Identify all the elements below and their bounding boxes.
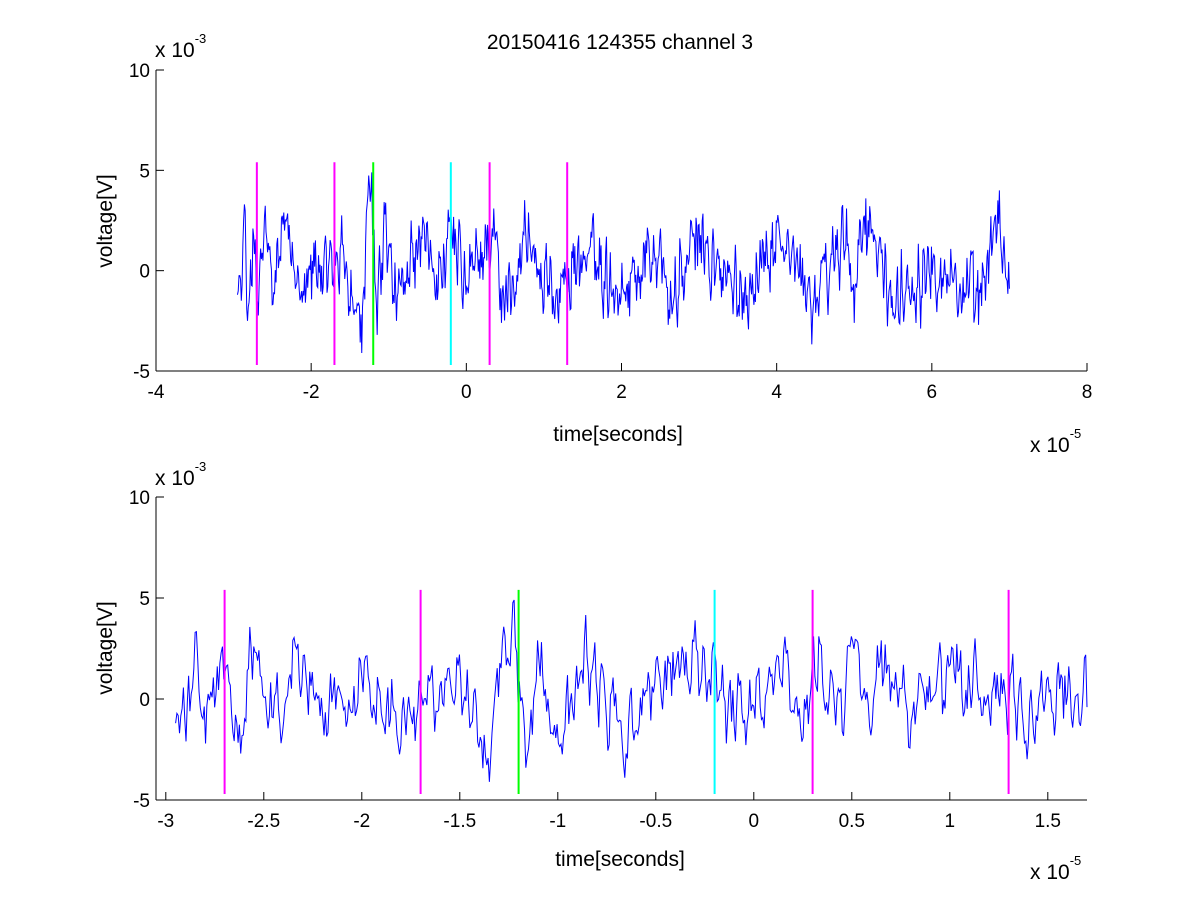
top-y-ticks: -5 0 5 10 [129,61,164,383]
top-x-tick-label: -4 [148,382,165,403]
top-y-multiplier: x 10-3 [155,31,206,62]
bottom-x-tick-label: -0.5 [639,811,672,832]
top-y-tick-label: 5 [139,161,150,182]
top-x-tick-label: 4 [771,382,782,403]
bottom-x-tick-label: 1.5 [1035,811,1061,832]
bottom-y-tick-label: -5 [133,791,150,812]
top-signal-layer [236,172,1010,353]
bottom-marker-layer [223,589,1010,794]
top-x-multiplier: x 10-5 [1030,426,1081,457]
bottom-y-multiplier-exponent: -3 [195,459,207,474]
top-y-tick-label: -5 [133,362,150,383]
top-x-multiplier-exponent: -5 [1070,426,1082,441]
bottom-y-ticks: -5 0 5 10 [129,488,164,812]
bottom-y-tick-label: 10 [129,488,150,509]
bottom-x-tick-label: 0.5 [839,811,865,832]
bottom-x-ticks: -3 -2.5 -2 -1.5 -1 -0.5 0 0.5 1 1.5 [157,792,1061,832]
bottom-y-multiplier-base: x 10 [155,467,195,490]
figure-title: 20150416 124355 channel 3 [487,31,753,54]
top-signal-trace [236,172,1010,353]
top-y-tick-label: 10 [129,61,150,82]
bottom-x-tick-label: -3 [157,811,174,832]
bottom-x-tick-label: -2 [353,811,370,832]
top-x-tick-label: 8 [1082,382,1093,403]
bottom-x-tick-label: 0 [749,811,760,832]
bottom-y-multiplier: x 10-3 [155,459,206,490]
bottom-x-multiplier-base: x 10 [1030,861,1070,884]
bottom-x-tick-label: -2.5 [247,811,280,832]
top-x-axis-label: time[seconds] [553,423,683,446]
bottom-x-axis-label: time[seconds] [555,848,685,871]
top-y-multiplier-base: x 10 [155,39,195,62]
bottom-y-tick-label: 0 [139,690,150,711]
bottom-y-axis-label: voltage[V] [94,601,117,694]
bottom-x-tick-label: -1 [549,811,566,832]
top-x-multiplier-base: x 10 [1030,434,1070,457]
top-x-tick-label: -2 [303,382,320,403]
bottom-y-tick-label: 5 [139,589,150,610]
top-axes: -4 -2 0 2 4 6 8 -5 0 5 10 time[seconds] voltage[V… [94,31,1092,457]
top-x-tick-label: 0 [461,382,472,403]
bottom-x-multiplier: x 10-5 [1030,853,1081,884]
bottom-axes: -3 -2.5 -2 -1.5 -1 -0.5 0 0.5 1 1.5 -5 0 5 10 time[s… [94,459,1088,884]
top-y-axis-label: voltage[V] [94,174,117,267]
top-x-tick-label: 6 [927,382,938,403]
bottom-x-tick-label: -1.5 [443,811,476,832]
top-marker-layer [255,162,569,365]
top-y-tick-label: 0 [139,262,150,283]
bottom-x-tick-label: 1 [945,811,956,832]
bottom-x-multiplier-exponent: -5 [1070,853,1082,868]
top-y-multiplier-exponent: -3 [195,31,207,46]
top-x-tick-label: 2 [616,382,627,403]
bottom-signal-trace [175,599,1088,782]
top-x-ticks: -4 -2 0 2 4 6 8 [148,363,1093,403]
bottom-signal-layer [175,599,1088,782]
